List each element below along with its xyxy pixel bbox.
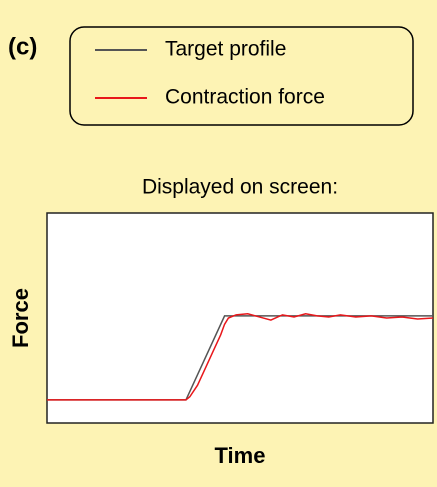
legend-label: Target profile: [165, 38, 286, 61]
x-axis-label: Time: [215, 443, 266, 468]
plot-area: [46, 212, 434, 424]
y-axis-label: Force: [8, 288, 33, 348]
legend-box: [69, 26, 414, 126]
series-line: [47, 313, 434, 401]
chart-title: Displayed on screen:: [142, 176, 338, 199]
panel-label: (c): [8, 33, 37, 60]
legend-label: Contraction force: [165, 86, 325, 109]
